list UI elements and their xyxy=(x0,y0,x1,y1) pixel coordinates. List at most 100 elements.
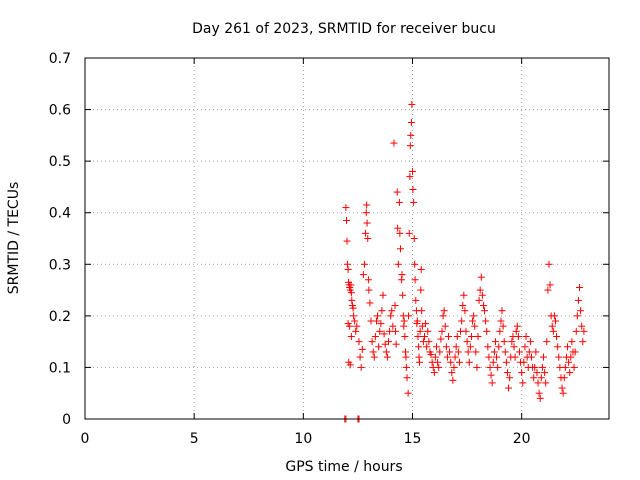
data-point xyxy=(411,260,419,268)
data-point xyxy=(343,216,351,224)
data-point xyxy=(482,317,490,325)
data-point xyxy=(442,343,450,351)
data-point xyxy=(573,312,581,320)
data-point xyxy=(401,332,409,340)
data-point xyxy=(437,335,445,343)
data-point xyxy=(491,338,499,346)
data-point xyxy=(406,142,414,150)
data-point xyxy=(475,296,483,304)
data-point xyxy=(572,327,580,335)
data-point xyxy=(402,353,410,361)
data-point xyxy=(364,235,372,242)
data-point xyxy=(531,363,539,371)
data-point xyxy=(398,271,406,279)
data-point xyxy=(396,229,404,237)
data-point xyxy=(543,338,551,346)
data-point xyxy=(558,384,566,392)
data-point xyxy=(484,343,492,351)
data-point xyxy=(374,312,382,320)
data-point xyxy=(538,363,546,371)
data-point xyxy=(532,348,540,356)
data-points xyxy=(341,100,588,423)
data-point xyxy=(544,286,552,294)
data-point xyxy=(464,348,472,356)
data-point xyxy=(449,376,457,384)
y-tick-label: 0.4 xyxy=(49,206,71,222)
data-point xyxy=(392,340,400,348)
data-point xyxy=(533,369,541,377)
data-point xyxy=(463,338,471,346)
data-point xyxy=(416,327,424,335)
data-point xyxy=(394,260,402,268)
data-point xyxy=(349,304,357,312)
data-point xyxy=(542,379,550,387)
data-point xyxy=(439,312,447,320)
data-point xyxy=(391,327,399,335)
data-point xyxy=(478,291,486,299)
x-tick-label: 20 xyxy=(513,431,531,447)
data-point xyxy=(386,327,394,335)
data-point xyxy=(427,351,435,359)
data-point xyxy=(534,379,542,387)
data-point xyxy=(368,338,376,346)
data-point xyxy=(347,332,355,340)
data-point xyxy=(415,343,423,351)
data-point xyxy=(550,312,558,320)
data-point xyxy=(430,369,438,377)
data-point xyxy=(455,358,463,366)
data-point xyxy=(360,260,368,268)
data-point xyxy=(506,374,514,382)
data-point xyxy=(410,198,418,206)
data-point xyxy=(375,343,383,351)
data-point xyxy=(431,353,439,361)
data-point xyxy=(384,338,392,346)
data-point xyxy=(448,369,456,377)
data-point xyxy=(552,317,560,325)
data-point xyxy=(355,338,363,346)
x-axis-title: GPS time / hours xyxy=(285,459,402,475)
data-point xyxy=(346,361,354,369)
data-point xyxy=(453,332,461,340)
data-point xyxy=(413,317,421,325)
data-point xyxy=(495,343,503,351)
data-point xyxy=(576,283,584,291)
data-point xyxy=(400,317,408,325)
data-point xyxy=(343,260,351,268)
data-point xyxy=(518,369,526,377)
data-point xyxy=(535,389,543,397)
data-point xyxy=(493,353,501,361)
data-point xyxy=(501,348,509,356)
data-point xyxy=(406,173,414,181)
data-point xyxy=(476,286,484,294)
data-point xyxy=(548,322,556,330)
data-point xyxy=(441,322,449,330)
data-point xyxy=(353,322,361,330)
data-point xyxy=(378,307,386,315)
data-point xyxy=(372,317,380,325)
data-point xyxy=(580,327,588,335)
data-point xyxy=(358,345,366,353)
data-point xyxy=(561,363,569,371)
data-point xyxy=(371,332,379,340)
data-point xyxy=(474,332,482,340)
data-point xyxy=(489,358,497,366)
data-point xyxy=(363,201,371,209)
data-point xyxy=(380,330,388,338)
data-point xyxy=(462,327,470,335)
data-point xyxy=(460,291,468,299)
data-point xyxy=(459,302,467,310)
data-point xyxy=(530,374,538,382)
data-point xyxy=(404,389,412,397)
x-tick-labels: 0 5 10 15 20 xyxy=(81,431,531,447)
data-point xyxy=(549,327,557,335)
data-point xyxy=(379,291,387,299)
data-point xyxy=(564,343,572,351)
data-point xyxy=(417,265,425,273)
data-point xyxy=(394,224,402,232)
x-tick-label: 10 xyxy=(294,431,312,447)
data-point xyxy=(545,260,553,268)
data-point xyxy=(579,338,587,346)
data-point xyxy=(546,281,554,289)
data-point xyxy=(465,358,473,366)
